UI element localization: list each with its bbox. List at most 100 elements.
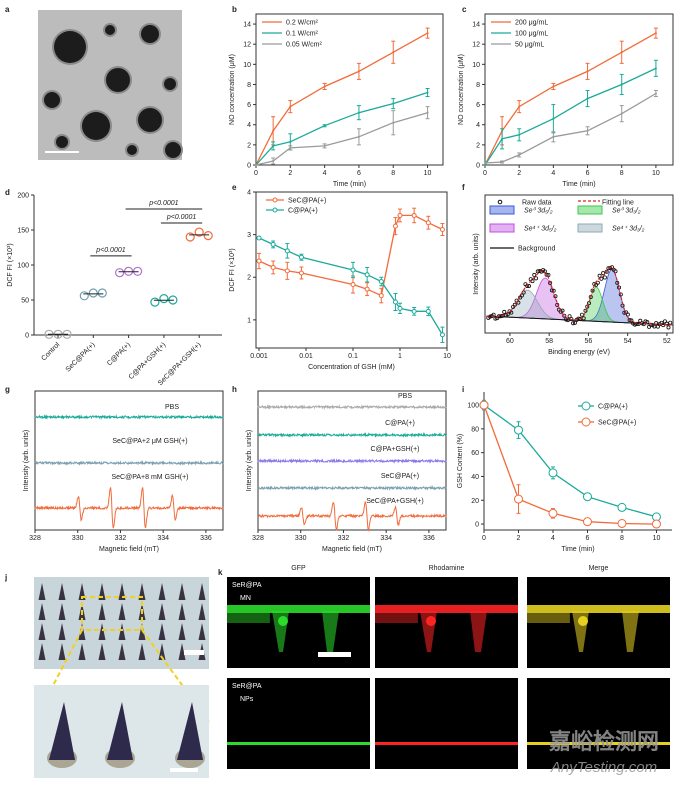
data-point <box>378 279 384 285</box>
watermark-text: 嘉峪检测网 <box>549 729 659 754</box>
x-tick-label: 8 <box>620 170 624 177</box>
x-tick-label: 1 <box>398 353 402 360</box>
data-point <box>256 235 262 241</box>
x-axis-label: Concentration of GSH (mM) <box>308 364 395 371</box>
trace-label: PBS <box>165 404 179 411</box>
y-tick-label: 6 <box>247 102 251 109</box>
data-point <box>392 102 395 105</box>
data-point <box>518 153 521 156</box>
nanoparticle <box>106 68 130 92</box>
microneedle <box>158 643 166 660</box>
x-tick-label: 10 <box>653 535 661 542</box>
legend-marker <box>272 197 278 203</box>
raw-data-point <box>500 313 505 318</box>
data-point <box>323 144 326 147</box>
nanoparticle <box>138 108 162 132</box>
skin-surface-band <box>527 605 670 613</box>
x-tick-label: 332 <box>338 535 350 542</box>
data-point <box>150 297 160 307</box>
raw-data-point <box>601 271 606 276</box>
plot-frame <box>255 191 448 349</box>
raw-data-point <box>544 272 549 277</box>
data-point <box>392 121 395 124</box>
panel-label: f <box>462 183 465 192</box>
microneedle <box>138 583 146 600</box>
series-line <box>484 32 657 166</box>
legend-swatch <box>577 223 603 233</box>
data-point <box>194 227 204 237</box>
data-point <box>586 70 589 73</box>
raw-data-point <box>597 273 602 278</box>
raw-data-point <box>493 316 498 321</box>
x-axis-label: Magnetic field (mT) <box>322 546 382 553</box>
raw-data-point <box>604 269 609 274</box>
raw-data-point <box>583 308 588 313</box>
data-point <box>425 220 431 226</box>
raw-data-point <box>542 269 547 274</box>
y-tick-label: 12 <box>472 42 480 49</box>
y-tick-label: 2 <box>476 142 480 149</box>
legend-marker <box>497 199 503 205</box>
microneedle <box>177 702 203 760</box>
bright-spot <box>578 616 588 626</box>
plot-frame <box>34 390 224 531</box>
series-line <box>255 32 428 166</box>
data-point <box>582 517 592 527</box>
data-point <box>397 305 403 311</box>
scale-bar <box>184 650 204 655</box>
data-point <box>298 270 304 276</box>
row-label: MN <box>240 595 251 602</box>
fluorescence-panel <box>527 577 670 668</box>
raw-data-point <box>625 312 630 317</box>
data-point <box>298 254 304 260</box>
x-tick-label: 336 <box>423 535 435 542</box>
y-tick-label: 8 <box>247 82 251 89</box>
data-point <box>501 160 504 163</box>
data-point <box>272 129 275 132</box>
microneedle <box>178 643 186 660</box>
needle-channel <box>470 611 487 652</box>
raw-data-point <box>648 322 653 327</box>
series-line <box>483 404 657 518</box>
data-point <box>350 281 356 287</box>
y-tick-label: 3 <box>247 232 251 239</box>
fluorescence-panel <box>375 577 518 668</box>
microneedle <box>118 603 126 620</box>
raw-data-point <box>668 320 673 325</box>
category-label: C@PA(+) <box>106 341 132 367</box>
panel-label: a <box>5 5 10 14</box>
data-point <box>654 67 657 70</box>
panel-label: i <box>462 385 464 394</box>
y-axis-label: DCF FI (×10³) <box>7 243 14 286</box>
y-axis-label: GSH Content (%) <box>457 434 464 488</box>
data-point <box>439 227 445 233</box>
data-point <box>364 286 370 292</box>
bright-spot <box>426 616 436 626</box>
y-axis-label: Intensity (arb. units) <box>473 233 480 294</box>
legend-label: Fitting line <box>602 200 634 207</box>
x-axis-label: Binding energy (eV) <box>548 349 610 356</box>
data-point <box>272 159 275 162</box>
data-point <box>513 494 523 504</box>
tem-image <box>38 10 183 160</box>
microneedle <box>118 643 126 660</box>
raw-data-point <box>581 316 586 321</box>
legend-label: SeC@PA(+) <box>288 198 326 205</box>
nanoparticle <box>54 31 86 63</box>
raw-data-point <box>572 320 577 325</box>
y-tick-label: 2 <box>247 142 251 149</box>
x-tick-label: 10 <box>424 170 432 177</box>
x-tick-label: 6 <box>586 170 590 177</box>
data-point <box>272 144 275 147</box>
series-0-2-w-cm-: 0.2 W/cm² <box>255 20 430 166</box>
trace-label: SeC@PA+8 mM GSH(+) <box>112 474 189 481</box>
data-point <box>552 117 555 120</box>
panel-label: h <box>232 385 237 394</box>
legend-label: 50 μg/mL <box>515 42 544 49</box>
chart-panel-f: 60 58 56 54 52 Binding energy (eV) Intensity (… <box>473 194 674 356</box>
epr-trace <box>257 404 447 410</box>
y-tick-label: 14 <box>472 22 480 29</box>
raw-data-point <box>578 316 583 321</box>
raw-data-point <box>627 317 632 322</box>
